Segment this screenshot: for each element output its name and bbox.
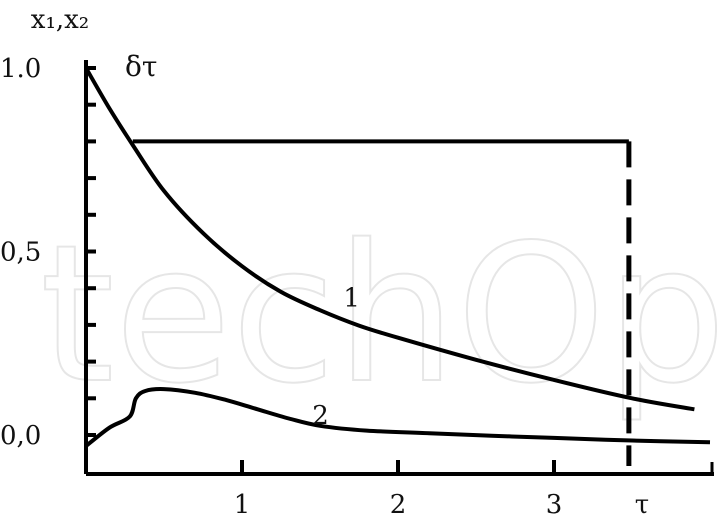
series-label-2: 2 [312, 401, 329, 431]
y-axis-title: x₁,x₂ [31, 5, 89, 35]
series-curve-1 [84, 66, 695, 412]
chart-series [84, 66, 711, 448]
x-tick-label: 1 [234, 490, 251, 516]
x-axis-title: τ [635, 490, 649, 516]
chart-labels: x₁,x₂ τ δτ 1 2 [31, 5, 649, 516]
pulse-rectangle [132, 139, 632, 466]
x-tick-label: 3 [546, 490, 563, 516]
series-label-1: 1 [343, 284, 360, 314]
y-tick-label: 0,5 [0, 238, 41, 268]
y-tick-label: 0,0 [0, 421, 41, 451]
delta-tau-annotation: δτ [125, 50, 157, 83]
y-tick-label: 1.0 [0, 54, 41, 84]
x-tick-label: 2 [390, 490, 407, 516]
chart-ticks: 0,0 0,5 1.0 1 2 3 [0, 54, 562, 516]
series-curve-2 [84, 387, 711, 448]
